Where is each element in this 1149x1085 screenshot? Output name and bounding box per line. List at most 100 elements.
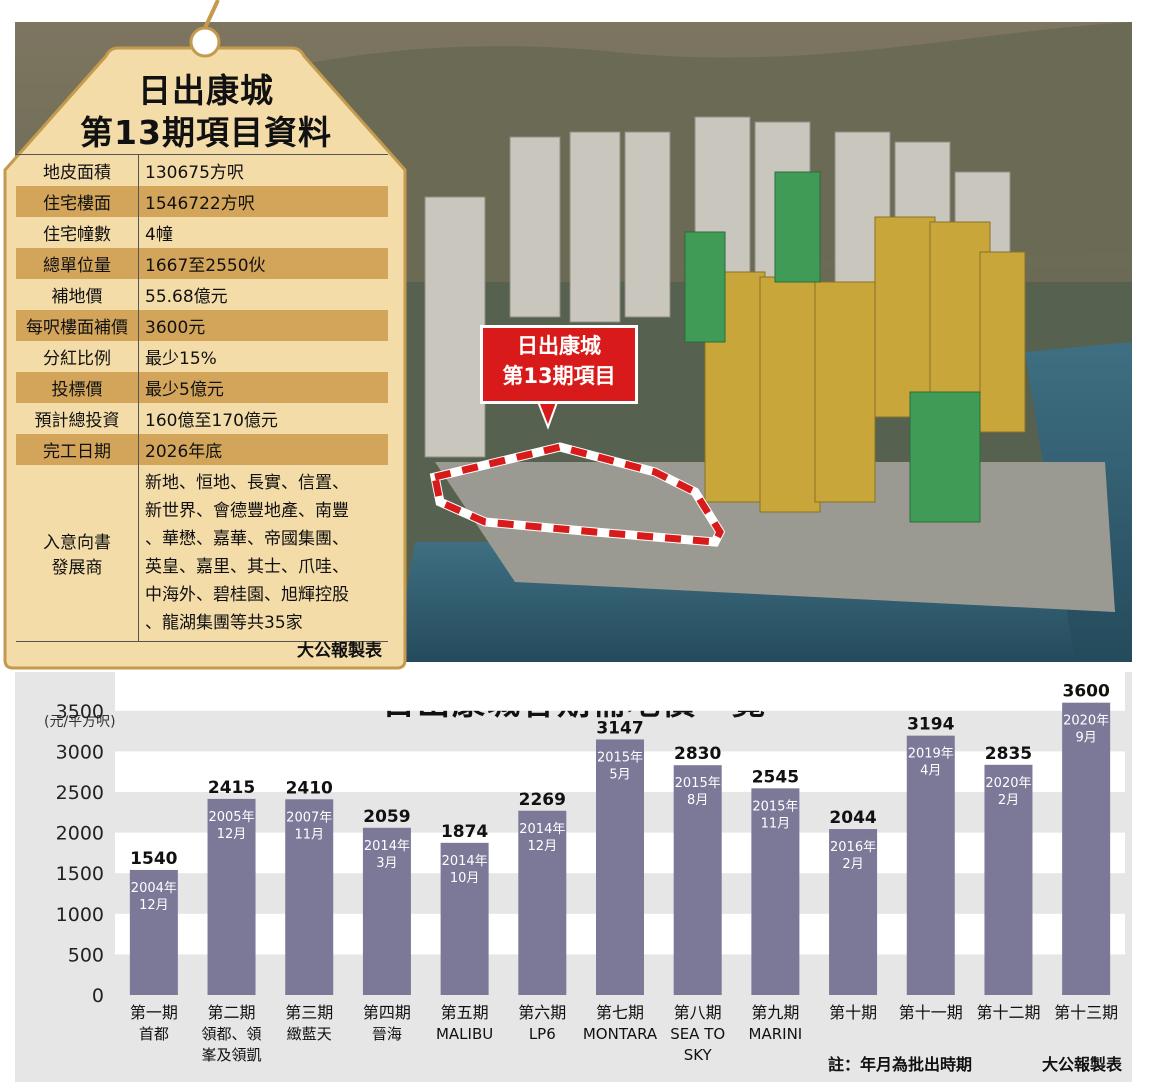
y-tick-label: 1500 xyxy=(56,863,104,885)
bar-value-label: 3194 xyxy=(907,715,954,735)
bar-value-label: 3147 xyxy=(596,718,643,738)
y-tick-label: 500 xyxy=(68,944,104,966)
developers-list: 新地、恒地、長實、信置、 新世界、會德豐地產、南豐 、華懋、嘉華、帝國集團、 英… xyxy=(138,465,388,642)
info-value: 4幢 xyxy=(145,225,173,245)
x-category-label: 第十三期 xyxy=(1054,1003,1118,1022)
y-tick-label: 3500 xyxy=(56,701,104,723)
x-category-label: MARINI xyxy=(749,1025,803,1043)
bar xyxy=(129,869,178,995)
y-tick-label: 2500 xyxy=(56,782,104,804)
info-value: 最少5億元 xyxy=(138,372,388,403)
bar-date-label: 9月 xyxy=(1076,731,1097,746)
bar-date-label: 2014年 xyxy=(442,854,488,869)
info-value: 1667至2550伙 xyxy=(138,248,388,279)
x-category-label: 第七期 xyxy=(596,1003,644,1022)
x-category-label: LP6 xyxy=(529,1025,556,1043)
info-key: 完工日期 xyxy=(16,434,139,465)
bar-date-label: 4月 xyxy=(920,764,941,779)
bar-date-label: 3月 xyxy=(376,856,397,871)
card-credit: 大公報製表 xyxy=(297,641,382,661)
x-category-label: 第六期 xyxy=(518,1003,566,1022)
bar-value-label: 2269 xyxy=(519,790,566,810)
bar-date-label: 2015年 xyxy=(597,750,643,765)
project-info-table: 地皮面積 130675方呎 住宅樓面 1546722方呎 住宅幢數 4幢 總單位量 16… xyxy=(16,154,388,642)
bar xyxy=(829,829,878,995)
bar-value-label: 2059 xyxy=(363,807,410,827)
card-title-line2: 第13期項目資料 xyxy=(80,113,332,152)
bar-date-label: 2007年 xyxy=(286,810,332,825)
y-tick-label: 1000 xyxy=(56,904,104,926)
bar xyxy=(1062,702,1111,995)
bar-date-label: 2月 xyxy=(842,857,863,872)
info-value: 55.68億元 xyxy=(145,287,228,307)
x-category-label: MONTARA xyxy=(583,1025,658,1043)
x-category-label: 首都 xyxy=(139,1025,169,1043)
info-value: 1546722方呎 xyxy=(138,186,388,217)
info-value: 3600元 xyxy=(138,310,388,341)
x-category-label: 第九期 xyxy=(751,1003,799,1022)
bar-date-label: 11月 xyxy=(761,816,791,831)
bar-value-label: 2835 xyxy=(985,744,1032,764)
bar-date-label: 2014年 xyxy=(364,839,410,854)
info-key: 投標價 xyxy=(16,372,139,403)
site-callout: 日出康城 第13期項目 xyxy=(480,325,638,404)
bar-date-label: 2015年 xyxy=(752,799,798,814)
grid-band xyxy=(115,670,1125,711)
info-key: 總單位量 xyxy=(16,248,139,279)
bar xyxy=(906,735,955,995)
info-value: 160億至170億元 xyxy=(145,411,278,431)
developers-line: 、龍湖集團等共35家 xyxy=(145,613,303,633)
x-category-label: 第十期 xyxy=(829,1003,877,1022)
info-value: 2026年底 xyxy=(138,434,388,465)
bar-date-label: 2019年 xyxy=(908,747,954,762)
bar-date-label: 2020年 xyxy=(1063,714,1109,729)
developers-line: 中海外、碧桂園、旭輝控股 xyxy=(145,585,349,605)
bar-value-label: 2410 xyxy=(286,778,333,798)
x-category-label: 第一期 xyxy=(130,1003,178,1022)
bar-value-label: 2545 xyxy=(752,767,799,787)
bar-date-label: 2016年 xyxy=(830,840,876,855)
bar-value-label: 3600 xyxy=(1062,682,1109,702)
bar-date-label: 10月 xyxy=(450,871,480,886)
info-row: 分紅比例 最少15% xyxy=(16,341,388,372)
x-category-label: 第十二期 xyxy=(976,1003,1040,1022)
callout-line1: 日出康城 xyxy=(517,334,601,358)
info-key: 預計總投資 xyxy=(16,403,139,434)
info-key: 每呎樓面補價 xyxy=(16,310,139,341)
x-category-label: 領都、領 xyxy=(202,1025,262,1043)
x-category-label: SEA TO xyxy=(670,1025,725,1043)
info-key: 住宅樓面 xyxy=(16,186,139,217)
bar-value-label: 2415 xyxy=(208,778,255,798)
x-category-label: 第八期 xyxy=(674,1003,722,1022)
x-category-label: 第四期 xyxy=(363,1003,411,1022)
info-key: 分紅比例 xyxy=(16,341,139,372)
bar xyxy=(207,798,256,995)
y-tick-label: 0 xyxy=(92,985,104,1007)
info-row: 預計總投資 160億至170億元 xyxy=(16,403,388,434)
bar xyxy=(984,764,1033,995)
card-title-line1: 日出康城 xyxy=(138,71,274,110)
bar-date-label: 11月 xyxy=(294,827,324,842)
bar-date-label: 2004年 xyxy=(131,881,177,896)
bar-date-label: 2005年 xyxy=(208,810,254,825)
bar-date-label: 5月 xyxy=(609,767,630,782)
bar xyxy=(673,765,722,995)
project-info-card: 日出康城 第13期項目資料 地皮面積 130675方呎 住宅樓面 1546722方呎… xyxy=(0,0,412,672)
info-row: 住宅樓面 1546722方呎 xyxy=(16,186,388,217)
info-row: 總單位量 1667至2550伙 xyxy=(16,248,388,279)
developers-key-line2: 發展商 xyxy=(51,558,103,578)
tag-string xyxy=(203,0,220,29)
x-category-label: 晉海 xyxy=(372,1025,402,1043)
info-row: 投標價 最少5億元 xyxy=(16,372,388,403)
info-row: 住宅幢數 4幢 xyxy=(16,217,388,248)
y-axis-unit: (元/平方呎) xyxy=(44,714,116,730)
info-value: 最少15% xyxy=(145,349,217,369)
info-key: 住宅幢數 xyxy=(16,217,139,248)
bar-date-label: 2020年 xyxy=(985,776,1031,791)
x-category-label: 第十一期 xyxy=(899,1003,963,1022)
chart-note: 註：年月為批出時期 xyxy=(828,1055,973,1074)
x-category-label: 第五期 xyxy=(441,1003,489,1022)
y-tick-label: 2000 xyxy=(56,823,104,845)
info-row: 每呎樓面補價 3600元 xyxy=(16,310,388,341)
